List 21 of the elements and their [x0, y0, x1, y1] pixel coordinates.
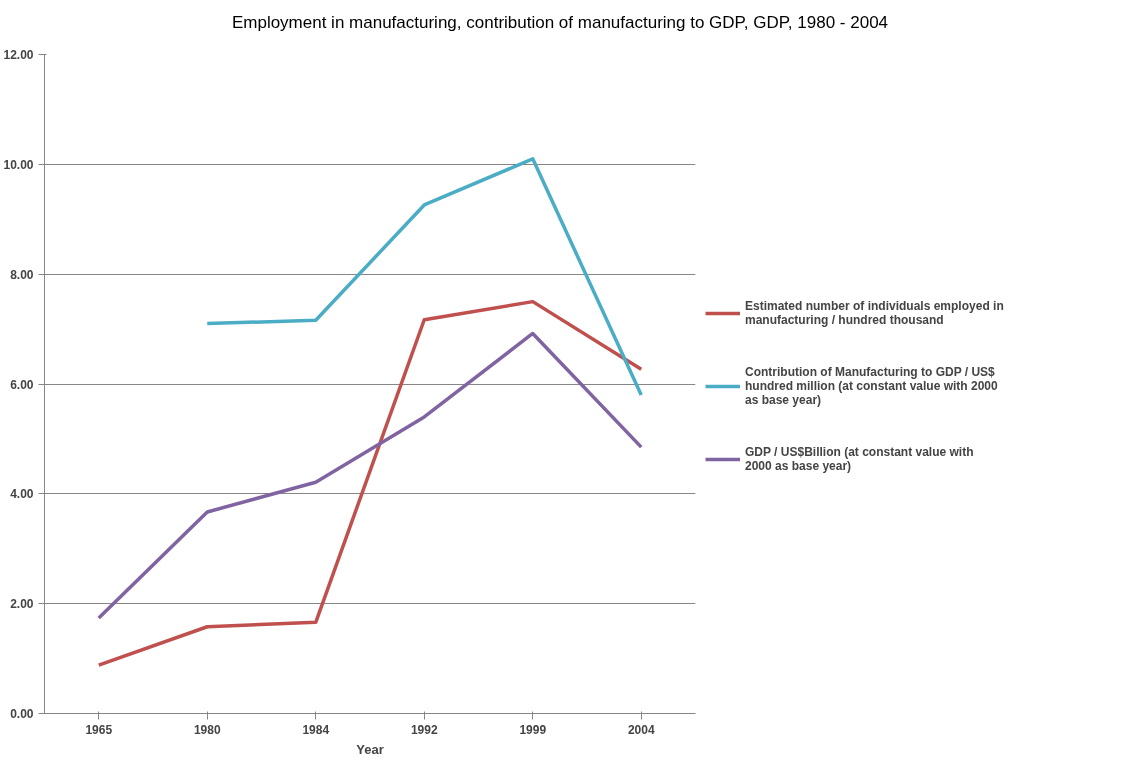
line-series [205, 157, 643, 397]
y-tick-label: 2.00 [10, 597, 34, 612]
legend-label: Estimated number of individuals employed in manufacturing / hundred thousand [745, 299, 1004, 327]
x-tick-label: 1984 [302, 722, 330, 737]
x-tick-label: 2004 [627, 722, 655, 737]
legend-label: Contribution of Manufacturing to GDP / US$ hundred million (at constant value with 2000 as base year) [745, 365, 998, 407]
chart-title: Employment in manufacturing, contribution of manufacturing to GDP, GDP, 1980 - 2004 [231, 12, 889, 34]
y-tick-label: 6.00 [10, 377, 34, 392]
legend-label: GDP / US$Billion (at constant value with 2000 as base year) [745, 445, 974, 473]
x-axis-title: Year [356, 741, 384, 757]
line-series [97, 331, 643, 620]
x-tick-label: 1980 [193, 722, 221, 737]
x-tick-label: 1992 [410, 722, 438, 737]
y-tick-label: 8.00 [10, 267, 34, 282]
x-tick-label: 1965 [85, 722, 113, 737]
x-tick-label: 1999 [519, 722, 547, 737]
y-tick-label: 4.00 [10, 487, 34, 502]
line-series [97, 299, 643, 667]
y-tick-label: 12.00 [3, 48, 34, 62]
y-tick-label: 0.00 [10, 707, 34, 721]
y-tick-label: 10.00 [3, 157, 34, 172]
